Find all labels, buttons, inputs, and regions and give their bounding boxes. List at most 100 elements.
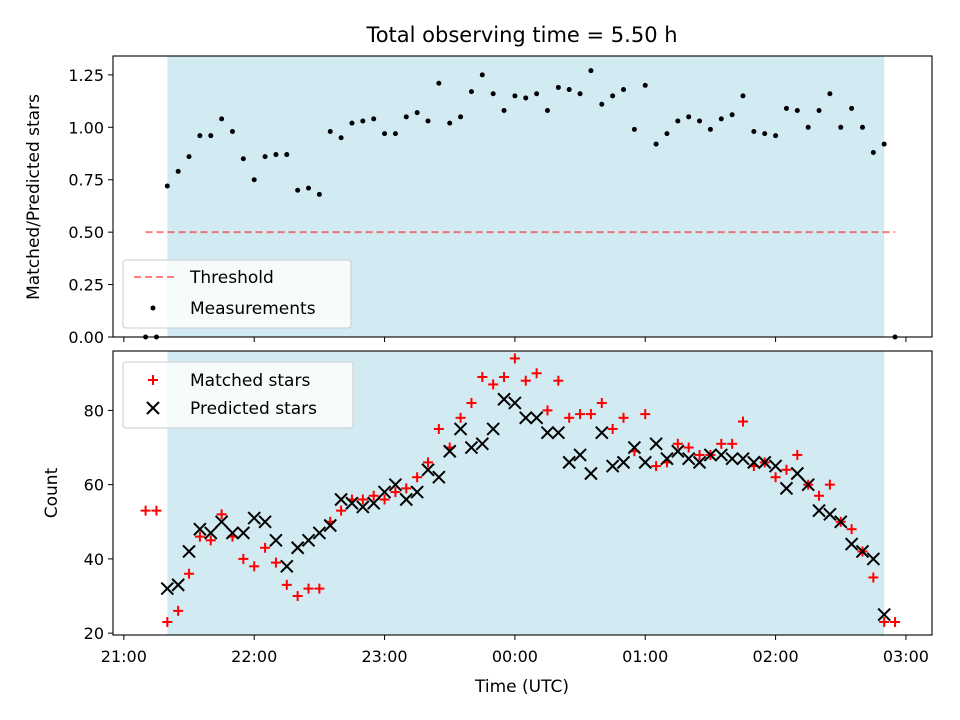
measurement-point	[458, 114, 464, 120]
bottom-x-axis: 21:00 22:00 23:00 00:00 01:00 02:00 03:00	[101, 635, 929, 666]
bottom-y-tick-label: 60	[84, 476, 104, 495]
predicted-star-point	[464, 440, 479, 455]
predicted-star-point	[616, 455, 631, 470]
matched-star-point	[792, 449, 803, 460]
predicted-star-point	[453, 422, 468, 436]
matched-star-point	[499, 371, 510, 382]
measurement-point	[642, 82, 648, 88]
matched-star-point	[585, 409, 596, 420]
matched-star-point	[194, 531, 205, 542]
predicted-star-point	[497, 392, 511, 406]
top-plot-frame	[112, 55, 933, 338]
predicted-star-point	[801, 477, 815, 492]
bottom-legend: Matched stars Predicted stars	[122, 361, 354, 429]
measurement-point	[262, 154, 268, 160]
matched-star-point	[401, 483, 412, 494]
predicted-star-point	[182, 544, 196, 559]
predicted-star-point	[703, 448, 718, 462]
measurement-point	[468, 89, 474, 95]
legend-matched-marker	[148, 375, 158, 385]
matched-star-point	[564, 412, 575, 423]
chart-title: Total observing time = 5.50 h	[365, 23, 677, 47]
matched-star-point	[509, 353, 520, 364]
predicted-star-point	[844, 537, 859, 551]
measurement-point	[360, 118, 366, 124]
predicted-star-point	[812, 503, 826, 518]
x-tick-label: 03:00	[883, 647, 929, 666]
matched-star-point	[575, 409, 586, 420]
matched-star-point	[379, 494, 390, 505]
matched-star-point	[477, 371, 488, 382]
bottom-y-tick-label: 20	[84, 624, 104, 643]
legend-predicted-label: Predicted stars	[190, 399, 317, 419]
predicted-star-point	[399, 492, 413, 507]
predicted-star-point	[432, 470, 446, 484]
measurement-point	[816, 108, 822, 114]
predicted-star-point	[225, 526, 240, 540]
predicted-star-point	[356, 500, 370, 514]
matched-star-point	[879, 617, 890, 628]
predicted-star-point	[595, 425, 609, 440]
matched-star-point	[216, 509, 227, 520]
measurement-point	[240, 156, 246, 162]
measurement-point	[436, 80, 442, 86]
measurement-point	[751, 128, 757, 134]
predicted-star-point	[660, 451, 674, 466]
measurement-point	[251, 177, 257, 183]
x-axis-label: Time (UTC)	[474, 677, 569, 697]
x-tick-label: 00:00	[492, 647, 538, 666]
predicted-star-point	[214, 515, 229, 529]
predicted-star-point	[301, 533, 316, 548]
predicted-star-point	[638, 455, 652, 470]
measurement-point	[306, 185, 312, 191]
predicted-star-point	[258, 515, 272, 529]
predicted-star-point	[605, 459, 620, 473]
predicted-star-point	[160, 581, 175, 596]
predicted-star-point	[529, 411, 544, 425]
matched-star-point	[781, 464, 792, 475]
predicted-star-point	[866, 552, 881, 566]
matched-star-point	[694, 449, 705, 460]
measurement-point	[392, 131, 398, 137]
matched-star-point	[716, 438, 727, 449]
measurement-point	[870, 149, 876, 155]
predicted-star-point	[443, 444, 457, 458]
top-y-tick-label: 1.25	[68, 66, 104, 85]
matched-star-point	[281, 579, 292, 590]
measurement-point	[164, 183, 170, 189]
measurement-point	[675, 118, 681, 124]
predicted-star-point	[681, 451, 696, 466]
measurement-point	[186, 154, 192, 160]
matched-star-point	[868, 572, 879, 583]
measurement-point	[544, 108, 550, 114]
matched-star-point	[455, 412, 466, 423]
predicted-star-point	[671, 444, 685, 458]
x-tick-label: 22:00	[231, 647, 277, 666]
matched-star-point	[433, 423, 444, 434]
measurement-point	[838, 124, 844, 130]
predicted-star-point	[790, 466, 805, 481]
measurement-point	[718, 116, 724, 122]
predicted-star-point	[421, 463, 435, 477]
predicted-star-point	[562, 455, 576, 470]
predicted-star-point	[834, 515, 848, 529]
predicted-stars-series	[160, 392, 891, 622]
measurement-point	[588, 68, 594, 74]
matched-star-point	[466, 397, 477, 408]
measurement-point	[783, 105, 789, 111]
matched-star-point	[520, 375, 531, 386]
top-legend: Threshold Measurements	[122, 259, 352, 329]
predicted-star-point	[193, 522, 207, 536]
predicted-star-point	[758, 455, 772, 470]
measurement-point	[621, 87, 627, 93]
matched-star-point	[292, 591, 303, 602]
x-tick-label: 21:00	[101, 647, 147, 666]
measurement-point	[197, 133, 203, 139]
matched-star-point	[368, 490, 379, 501]
matched-star-point	[618, 412, 629, 423]
predicted-star-point	[366, 496, 381, 510]
matched-star-point	[390, 487, 401, 498]
matched-star-point	[140, 505, 151, 516]
measurement-point	[794, 108, 800, 114]
measurement-point	[490, 91, 496, 97]
